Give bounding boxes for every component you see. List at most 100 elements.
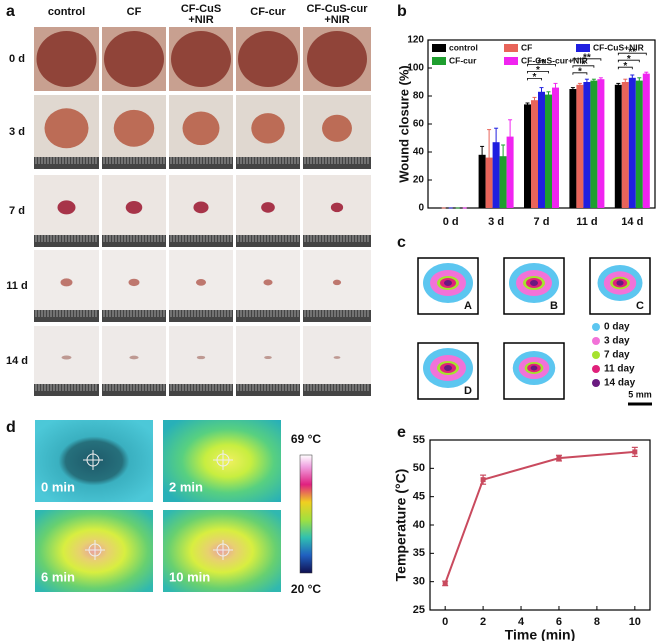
row-label: 3 d	[9, 126, 25, 138]
wound	[104, 31, 164, 87]
significance-label: *	[578, 66, 582, 77]
bar	[590, 80, 598, 208]
x-tick-label: 11 d	[576, 216, 597, 228]
ruler	[303, 384, 371, 396]
legend-label: 7 day	[604, 350, 630, 361]
significance-label: *	[627, 54, 631, 65]
line	[444, 450, 635, 584]
significance-label: *	[536, 65, 540, 76]
wound	[195, 279, 207, 286]
legend-label: CF-CuS-cur+NIR	[521, 55, 588, 65]
bar	[597, 79, 605, 208]
box-label: A	[464, 300, 472, 312]
wound	[128, 278, 140, 287]
x-tick-label: 0	[442, 616, 448, 628]
panel-letter: c	[397, 234, 406, 251]
x-tick-label: 14 d	[621, 216, 643, 228]
wound	[182, 111, 220, 146]
thermal-image	[163, 510, 281, 592]
legend-swatch	[432, 57, 446, 65]
y-tick-label: 55	[413, 434, 425, 446]
y-axis-label: Temperature (°C)	[393, 469, 409, 582]
legend-label: CF	[521, 42, 532, 52]
ruler	[303, 235, 371, 247]
panel-letter: b	[397, 3, 407, 20]
bar	[628, 77, 636, 208]
panel-letter: a	[6, 3, 15, 20]
significance-bracket	[617, 59, 640, 63]
y-tick-label: 30	[413, 576, 425, 588]
legend-swatch	[592, 365, 600, 373]
wound	[261, 202, 275, 213]
bar	[531, 100, 538, 208]
legend-label: 11 day	[604, 364, 635, 375]
scale-max: 69 °C	[291, 432, 321, 446]
wound	[36, 31, 97, 87]
y-axis-label: Wound closure (%)	[396, 65, 411, 182]
legend-swatch	[592, 337, 600, 345]
bar	[642, 73, 650, 208]
ruler	[34, 310, 99, 322]
wound	[264, 355, 272, 360]
thermal-image	[35, 420, 153, 502]
column-label: CF-CuS-cur	[306, 3, 368, 15]
x-tick-label: 3 d	[488, 216, 504, 228]
panel-letter: d	[6, 419, 16, 436]
x-tick-label: 10	[629, 616, 641, 628]
wound	[193, 201, 209, 214]
column-label: CF-CuS	[181, 3, 221, 15]
wound	[263, 279, 273, 286]
wound	[251, 113, 285, 144]
row-label: 0 d	[9, 53, 25, 65]
wound	[171, 31, 231, 87]
bar	[499, 156, 507, 208]
scale-min: 20 °C	[291, 582, 321, 596]
y-tick-label: 45	[413, 491, 425, 503]
thermal-image	[35, 510, 153, 592]
bar	[583, 82, 591, 208]
legend-label: 14 day	[604, 378, 636, 389]
bar	[506, 136, 514, 208]
row-label: 11 d	[6, 280, 27, 292]
bar	[492, 142, 500, 208]
bar	[576, 84, 584, 208]
image-label: 2 min	[169, 479, 203, 494]
legend-swatch	[592, 379, 600, 387]
significance-bracket	[527, 64, 556, 67]
legend-label: 0 day	[604, 322, 630, 333]
ruler	[34, 384, 99, 396]
y-tick-label: 60	[413, 119, 425, 130]
wound	[238, 31, 298, 87]
y-tick-label: 25	[413, 604, 425, 616]
wound	[61, 355, 72, 360]
panel-letter: e	[397, 424, 406, 441]
significance-label: *	[581, 59, 585, 70]
x-tick-label: 4	[518, 616, 525, 628]
legend-label: control	[449, 42, 478, 52]
row-label: 14 d	[6, 355, 28, 367]
box-label: D	[464, 385, 472, 397]
significance-bracket	[617, 66, 633, 70]
x-tick-label: 7 d	[534, 216, 550, 228]
legend-label: CF-CuS+NIR	[593, 42, 644, 52]
marker	[442, 580, 448, 586]
wound	[196, 355, 206, 360]
x-tick-label: 8	[594, 616, 600, 628]
bar	[478, 154, 486, 208]
legend-swatch	[592, 351, 600, 359]
thermal-image	[163, 420, 281, 502]
legend-swatch	[504, 57, 518, 65]
box-label: C	[636, 300, 644, 312]
significance-label: **	[628, 47, 636, 58]
tracing	[444, 365, 452, 371]
y-tick-label: 80	[413, 91, 425, 102]
wound	[332, 279, 342, 286]
legend-swatch	[504, 44, 518, 52]
color-scale	[299, 454, 313, 574]
column-label: +NIR	[324, 14, 349, 26]
marker	[632, 449, 638, 455]
bar	[635, 80, 643, 208]
significance-label: **	[538, 58, 546, 69]
image-label: 6 min	[41, 569, 75, 584]
legend-label: CF-cur	[449, 55, 477, 65]
